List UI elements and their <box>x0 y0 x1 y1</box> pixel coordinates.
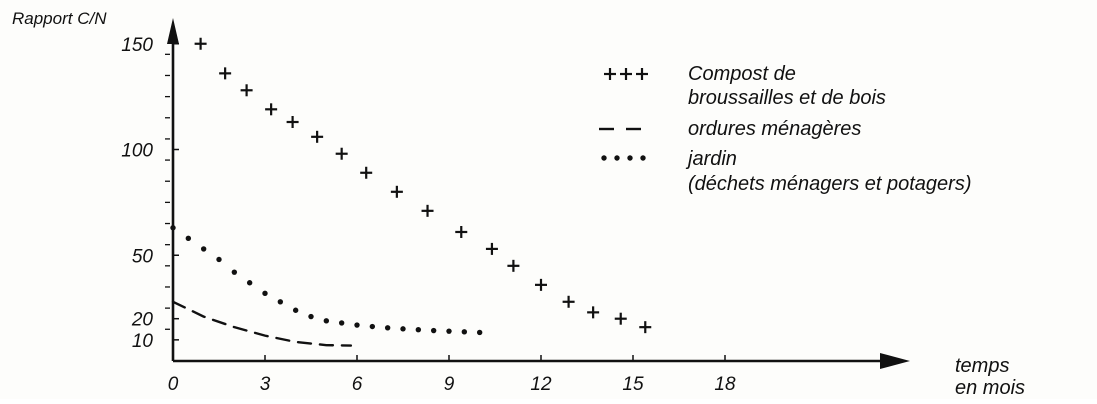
data-point-plus <box>360 166 373 179</box>
y-tick-label: 10 <box>132 331 154 352</box>
data-point-dot <box>216 256 222 263</box>
x-tick-label: 9 <box>444 374 455 395</box>
data-point-dot <box>277 299 284 305</box>
legend-dot-mark <box>627 155 633 161</box>
legend-dot-mark <box>614 155 620 161</box>
data-point-plus <box>335 147 348 160</box>
data-point-dot <box>384 325 391 331</box>
data-point-dot <box>170 225 176 231</box>
y-tick-label: 100 <box>121 141 153 162</box>
data-point-dot <box>415 326 422 333</box>
data-point-plus <box>587 306 600 319</box>
legend-symbol-dot <box>601 155 646 161</box>
legend-item-jardin: jardin (déchets ménagers et potagers) <box>601 148 972 195</box>
data-point-dot <box>369 323 376 330</box>
data-point-plus <box>194 37 207 50</box>
y-tick-label: 20 <box>131 310 154 331</box>
data-line-dashed <box>171 300 353 347</box>
data-point-plus <box>639 321 652 334</box>
data-point-plus <box>265 103 278 116</box>
x-tick-label: 3 <box>260 374 271 395</box>
y-axis-label: Rapport C/N <box>12 9 107 28</box>
x-axis-ticks: 0 3 6 9 12 15 18 <box>168 355 736 395</box>
data-point-dot <box>354 322 360 328</box>
x-tick-label: 0 <box>168 374 179 395</box>
data-point-plus <box>421 204 434 217</box>
legend-item-ordures-menageres: ordures ménagères <box>599 118 861 140</box>
data-point-plus <box>219 67 232 80</box>
x-axis-label-line-2: en mois <box>955 377 1025 399</box>
data-series-layer <box>170 37 652 347</box>
data-point-dot <box>323 318 330 324</box>
legend-label-jardin-line-1: jardin <box>685 148 737 170</box>
y-tick-label: 150 <box>121 35 153 56</box>
series-dash <box>171 300 353 347</box>
legend-dot-mark <box>601 155 607 161</box>
data-point-dot <box>338 320 345 326</box>
legend-item-compost-bois: Compost de broussailles et de bois <box>604 63 886 109</box>
data-point-dot <box>292 307 299 313</box>
legend-symbol-plus <box>604 68 648 80</box>
x-tick-label: 6 <box>352 374 363 395</box>
x-tick-label: 12 <box>530 374 552 395</box>
legend-plus-mark <box>636 68 648 80</box>
series-plus <box>194 37 652 334</box>
data-point-plus <box>535 278 547 291</box>
data-point-dot <box>231 269 238 275</box>
legend-plus-mark <box>604 68 616 80</box>
data-point-dot <box>262 290 268 297</box>
data-point-plus <box>390 185 403 198</box>
legend-label-compost-line-2: broussailles et de bois <box>688 87 886 109</box>
data-point-dot <box>308 313 314 320</box>
data-point-plus <box>311 130 324 143</box>
data-point-plus <box>286 116 299 129</box>
legend-label-ordures: ordures ménagères <box>688 118 861 140</box>
x-axis-label-line-1: temps <box>955 355 1009 377</box>
data-point-plus <box>614 312 627 325</box>
y-axis-arrow <box>167 18 179 44</box>
legend-plus-mark <box>620 68 632 80</box>
data-point-plus <box>485 242 498 255</box>
data-point-dot <box>476 329 483 336</box>
data-point-plus <box>455 225 468 238</box>
legend-label-jardin-line-2: (déchets ménagers et potagers) <box>688 173 972 195</box>
x-tick-label: 18 <box>714 374 736 395</box>
data-point-dot <box>461 329 468 335</box>
data-point-plus <box>562 295 575 308</box>
data-point-dot <box>185 235 192 242</box>
data-point-dot <box>430 327 437 334</box>
axes <box>167 18 910 369</box>
y-tick-label: 50 <box>132 246 154 267</box>
data-point-dot <box>400 326 406 332</box>
data-point-plus <box>507 259 520 272</box>
legend-label-compost-line-1: Compost de <box>688 63 796 85</box>
x-tick-label: 15 <box>622 374 644 395</box>
data-point-plus <box>240 84 253 97</box>
x-axis-arrow <box>880 353 910 369</box>
data-point-dot <box>446 328 452 334</box>
data-point-dot <box>246 280 253 286</box>
legend: Compost de broussailles et de bois ordur… <box>599 63 972 195</box>
series-dot <box>170 225 483 336</box>
legend-dot-mark <box>640 155 646 161</box>
data-point-dot <box>200 246 207 252</box>
